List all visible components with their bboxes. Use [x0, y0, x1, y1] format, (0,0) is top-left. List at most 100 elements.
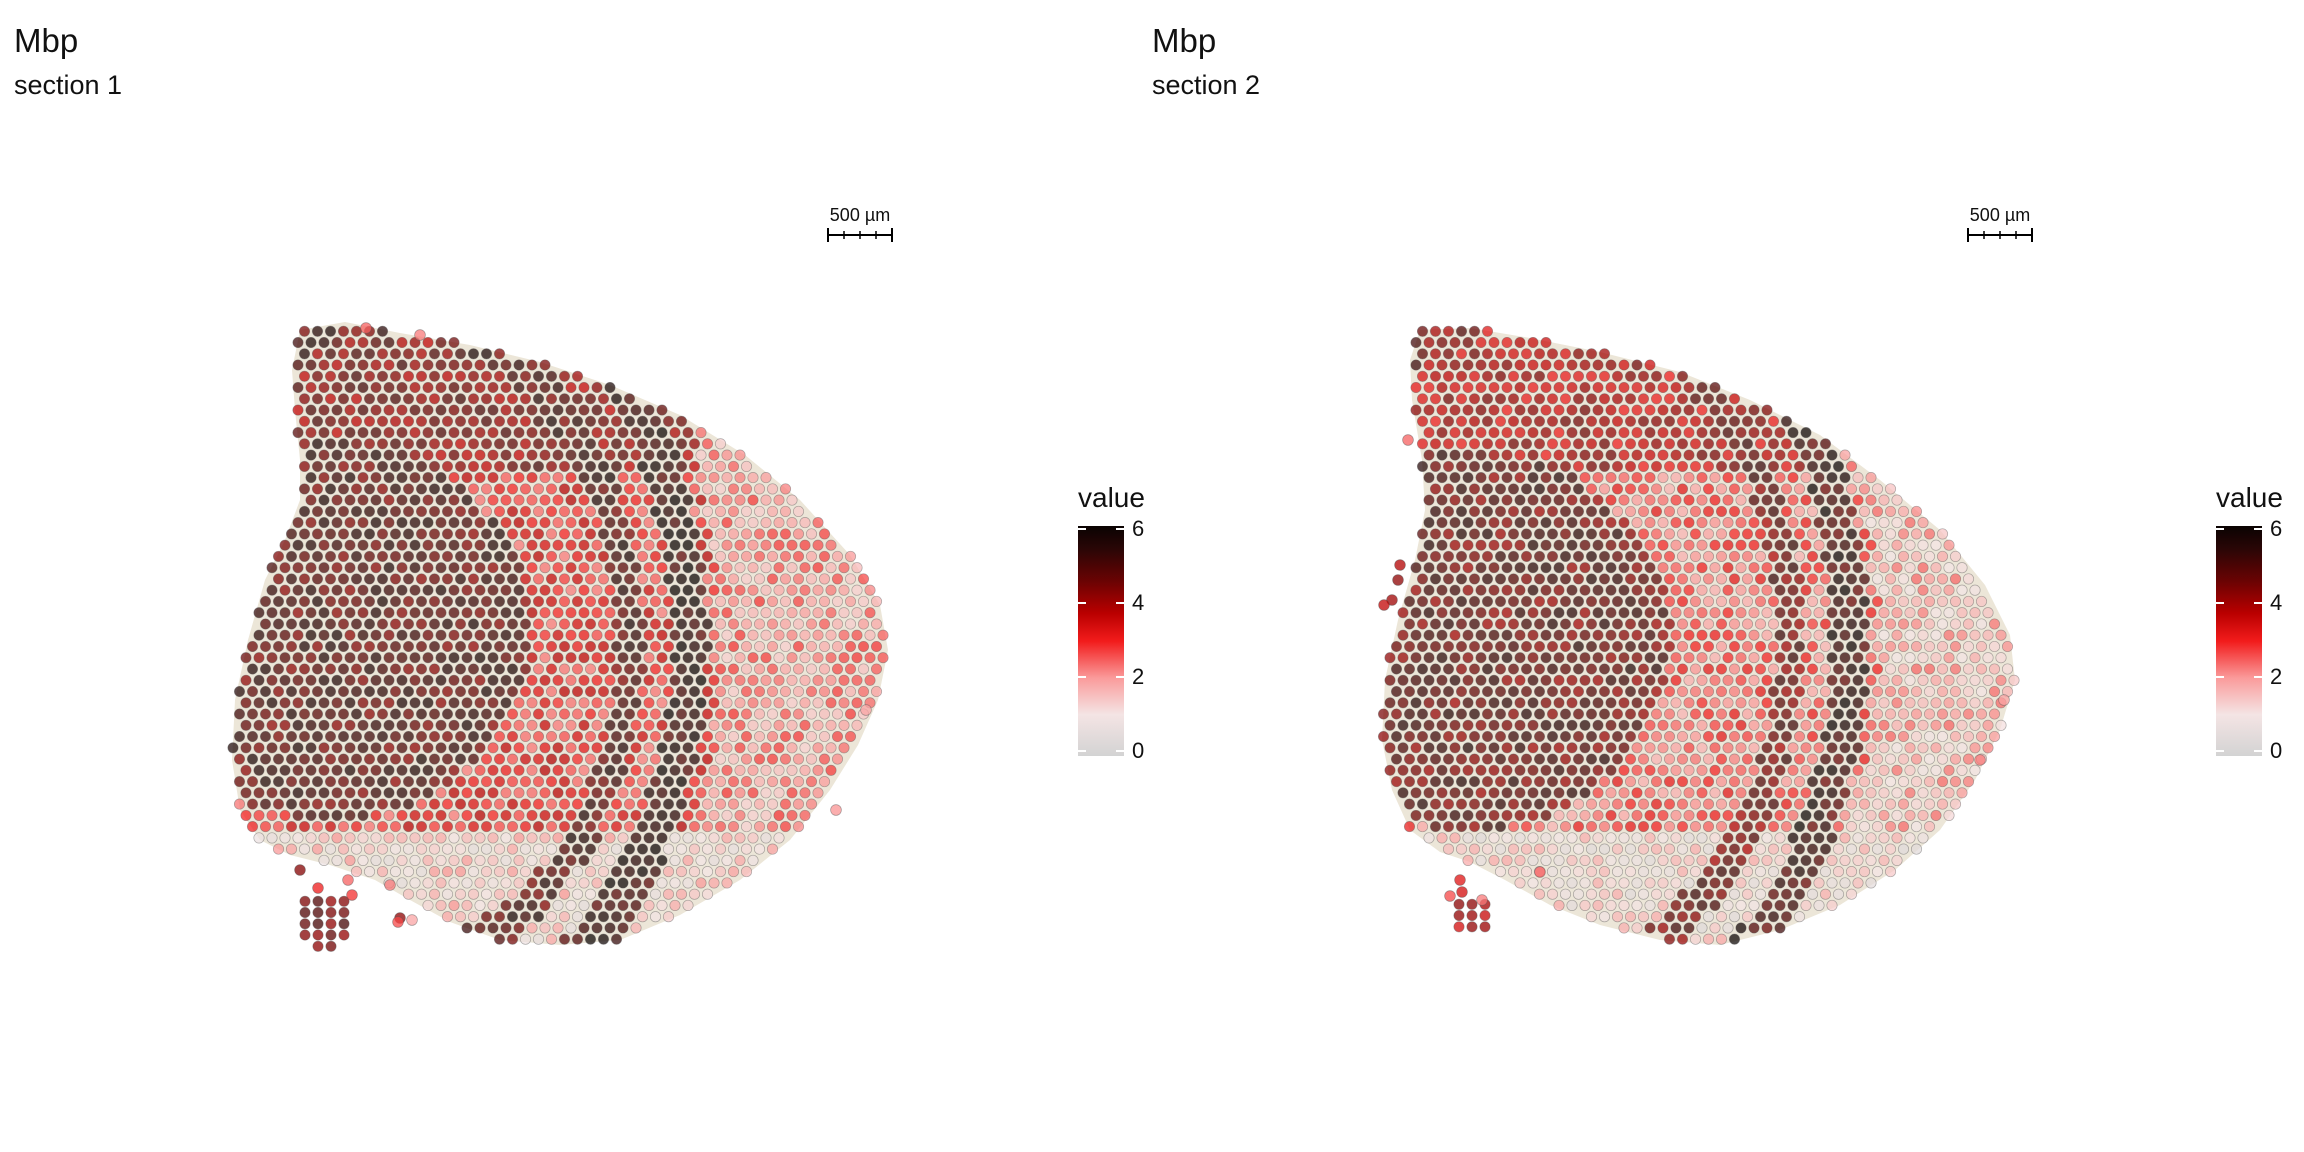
- scale-bar: 500 µm: [1965, 205, 2035, 245]
- tissue-spot: [1865, 854, 1877, 866]
- tissue-spot: [1637, 483, 1650, 495]
- tissue-spot: [402, 708, 415, 720]
- tissue-spot: [1858, 685, 1871, 698]
- tissue-spot: [311, 753, 324, 765]
- tissue-spot: [1592, 764, 1604, 776]
- tissue-spot: [1468, 438, 1481, 450]
- tissue-spot: [1494, 348, 1507, 360]
- tissue-spot: [1501, 472, 1513, 484]
- tissue-spot: [1715, 460, 1728, 472]
- tissue-spot: [298, 640, 311, 653]
- tissue-spot: [1683, 472, 1695, 484]
- tissue-spot: [597, 550, 610, 562]
- tissue-spot: [1813, 742, 1825, 754]
- tissue-spot: [1579, 472, 1591, 484]
- tissue-spot: [818, 528, 831, 540]
- tissue-spot: [669, 562, 681, 574]
- tissue-spot: [435, 427, 447, 439]
- tissue-spot: [350, 393, 363, 405]
- tissue-spot: [513, 899, 525, 911]
- tissue-spot: [1494, 505, 1507, 517]
- tissue-spot: [383, 809, 395, 821]
- tissue-spot: [1462, 427, 1474, 439]
- tissue-spot: [1442, 528, 1455, 540]
- tissue-spot: [1392, 574, 1404, 586]
- tissue-spot: [506, 730, 519, 743]
- tissue-spot: [1988, 663, 2001, 675]
- tissue-spot: [1553, 854, 1565, 866]
- tissue-spot: [864, 629, 876, 641]
- tissue-spot: [695, 854, 707, 866]
- tissue-spot: [461, 629, 473, 641]
- tissue-spot: [1735, 922, 1747, 934]
- tissue-spot: [318, 381, 330, 394]
- tissue-spot: [610, 415, 623, 427]
- tissue-spot: [318, 584, 330, 596]
- tissue-spot: [597, 888, 610, 900]
- tissue-spot: [350, 550, 363, 562]
- tissue-spot: [1793, 528, 1806, 540]
- tissue-spot: [1585, 348, 1598, 360]
- tissue-spot: [1410, 787, 1422, 799]
- tissue-spot: [1455, 776, 1468, 788]
- tissue-spot: [305, 539, 317, 551]
- tissue-spot: [1514, 697, 1526, 709]
- tissue-spot: [1592, 472, 1604, 484]
- tissue-spot: [1618, 607, 1630, 619]
- tissue-spot: [1800, 652, 1812, 664]
- scale-bar-ruler: [1967, 228, 2033, 242]
- tissue-spot: [1826, 629, 1838, 641]
- tissue-spot: [734, 809, 746, 821]
- tissue-spot: [565, 472, 577, 484]
- tissue-spot: [1923, 595, 1936, 607]
- tissue-spot: [1618, 832, 1630, 844]
- tissue-spot: [338, 929, 350, 941]
- tissue-spot: [467, 505, 480, 517]
- tissue-spot: [714, 753, 727, 765]
- tissue-spot: [1930, 764, 1942, 776]
- tissue-spot: [1949, 640, 1962, 653]
- tissue-spot: [311, 708, 324, 720]
- tissue-spot: [402, 573, 415, 585]
- tissue-spot: [1507, 798, 1520, 810]
- tissue-spot: [734, 449, 746, 461]
- tissue-spot: [682, 697, 694, 709]
- tissue-spot: [1611, 866, 1624, 878]
- tissue-spot: [428, 776, 441, 788]
- tissue-spot: [1475, 764, 1487, 776]
- tissue-spot: [779, 505, 792, 517]
- tissue-spot: [571, 798, 584, 810]
- tissue-spot: [1982, 607, 1994, 619]
- tissue-spot: [591, 854, 603, 866]
- tissue-spot: [799, 652, 811, 664]
- tissue-spot: [552, 607, 564, 619]
- tissue-spot: [1514, 404, 1526, 416]
- tissue-spot: [1793, 798, 1806, 810]
- tissue-spot: [565, 629, 577, 641]
- tissue-spot: [1761, 809, 1773, 821]
- tissue-spot: [344, 742, 356, 754]
- tissue-spot: [1540, 562, 1552, 574]
- tissue-spot: [1488, 697, 1500, 709]
- tissue-spot: [402, 618, 415, 630]
- tissue-spot: [1449, 584, 1461, 596]
- tissue-spot: [1689, 708, 1702, 720]
- tissue-spot: [571, 483, 584, 495]
- tissue-spot: [519, 888, 532, 900]
- tissue-spot: [1761, 472, 1773, 484]
- tissue-spot: [1767, 618, 1780, 630]
- tissue-spot: [1800, 472, 1812, 484]
- tissue-spot: [1650, 573, 1663, 585]
- tissue-spot: [1559, 685, 1572, 698]
- tissue-spot: [396, 764, 408, 776]
- tissue-spot: [1683, 764, 1695, 776]
- tissue-spot: [1774, 787, 1786, 799]
- tissue-spot: [786, 674, 798, 686]
- tissue-spot: [1657, 809, 1669, 821]
- tissue-spot: [1845, 460, 1858, 472]
- tissue-spot: [1702, 933, 1715, 945]
- tissue-spot: [565, 809, 577, 821]
- tissue-spot: [571, 573, 584, 585]
- tissue-spot: [1696, 404, 1708, 416]
- tissue-spot: [1540, 381, 1552, 394]
